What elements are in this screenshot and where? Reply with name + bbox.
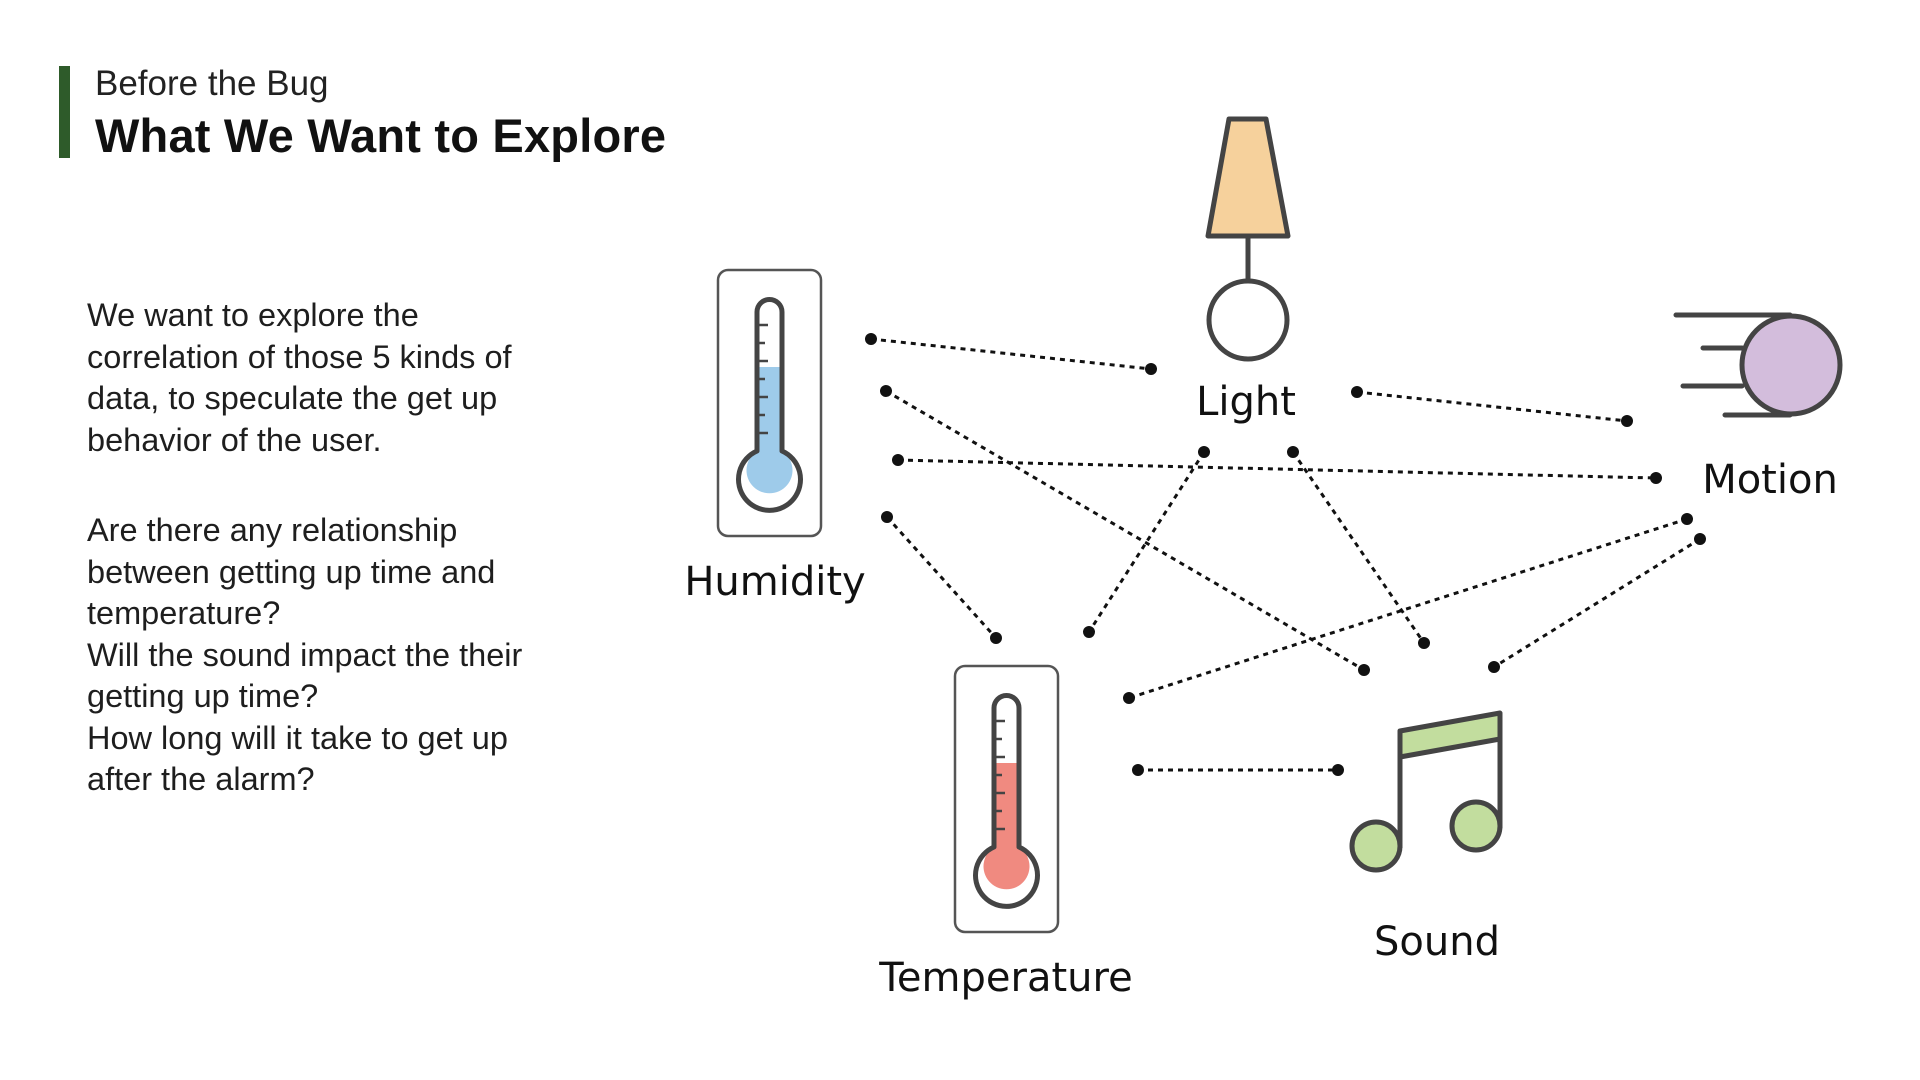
temperature-node: Temperature [878, 664, 1133, 1001]
title-accent-bar [59, 66, 70, 158]
connection-humidity-light [865, 333, 1157, 375]
connection-temperature-sound [1132, 764, 1344, 776]
text-line: getting up time? [87, 678, 319, 714]
connection-motion-sound [1488, 533, 1706, 673]
sound-label: Sound [1374, 919, 1500, 965]
connection-light-sound [1287, 446, 1430, 649]
sound-node: Sound [1349, 710, 1503, 965]
motion-label: Motion [1702, 457, 1838, 503]
temperature-label: Temperature [878, 955, 1132, 1001]
light-label: Light [1196, 379, 1296, 425]
intro-paragraph: We want to explore the correlation of th… [87, 295, 567, 461]
connection-light-temperature [1083, 446, 1210, 638]
motion-node: Motion [1673, 312, 1843, 503]
humidity-node: Humidity [684, 268, 866, 605]
text-line: correlation of those 5 kinds of [87, 338, 512, 375]
connection-humidity-sound [880, 385, 1370, 676]
text-line: How long will it take to get up [87, 719, 508, 756]
text-line: Will the sound impact the their [87, 636, 523, 673]
text-line: data, to speculate the get up [87, 380, 498, 416]
text-line: after the alarm? [87, 761, 315, 797]
music-note-icon [1349, 710, 1503, 873]
connection-motion-temperature [1123, 513, 1693, 704]
text-line: between getting up time and [87, 553, 496, 590]
moving-ball-icon [1673, 312, 1843, 418]
thermometer-red-icon [953, 664, 1060, 934]
lamp-icon [1205, 116, 1291, 362]
questions-paragraph: Are there any relationship between getti… [87, 510, 567, 801]
connection-humidity-motion [892, 454, 1662, 484]
connection-humidity-temperature [881, 511, 1002, 644]
connection-lines [865, 333, 1706, 776]
connection-light-motion [1351, 386, 1633, 427]
slide-subtitle: Before the Bug [95, 64, 329, 103]
text-line: We want to explore the [87, 297, 419, 333]
humidity-label: Humidity [684, 559, 865, 605]
text-line: behavior of the user. [87, 421, 382, 458]
thermometer-blue-icon [716, 268, 823, 538]
slide-title: What We Want to Explore [95, 109, 667, 162]
text-line: temperature? [87, 595, 281, 631]
light-node: Light [1196, 116, 1296, 425]
text-line: Are there any relationship [87, 512, 458, 548]
